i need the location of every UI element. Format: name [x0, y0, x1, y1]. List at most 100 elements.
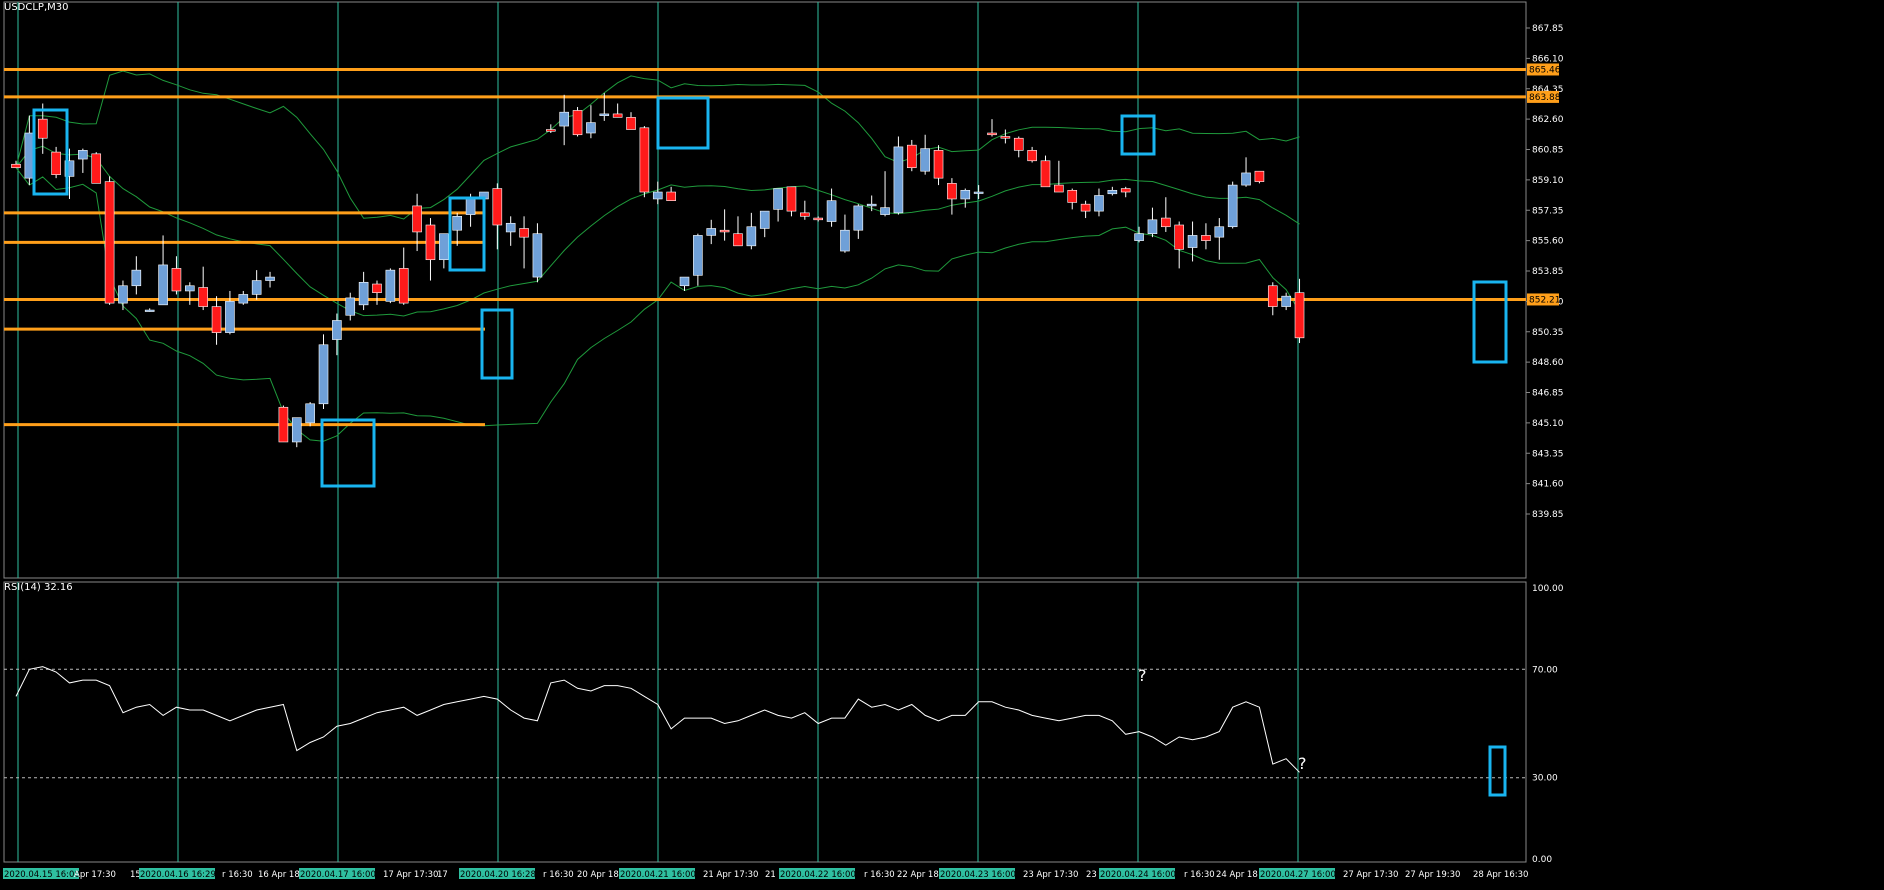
bear-candle — [1267, 285, 1278, 307]
bear-candle — [639, 127, 650, 193]
bull-candle — [1094, 195, 1104, 212]
time-axis-label: 27 Apr 19:30 — [1405, 870, 1460, 880]
rsi-line — [15, 666, 1300, 773]
price-axis-label: 846.85 — [1532, 389, 1564, 399]
rsi-marker-box[interactable] — [1488, 745, 1507, 797]
price-axis-label: 860.85 — [1532, 146, 1564, 156]
price-axis-label: 841.60 — [1532, 480, 1564, 490]
price-axis-label: 845.10 — [1532, 419, 1564, 429]
bear-candle — [278, 406, 289, 443]
bull-candle — [826, 200, 837, 222]
marker-box[interactable] — [1472, 280, 1508, 364]
time-axis-label: 2020.04.15 16:00 — [4, 870, 80, 880]
price-tag-label: 863.88 — [1529, 93, 1561, 103]
symbol-caption: USDCLP,M30 — [4, 2, 69, 13]
bear-candle — [786, 186, 797, 212]
bear-candle — [987, 132, 997, 136]
bull-candle — [853, 205, 864, 231]
bear-candle — [1000, 136, 1011, 139]
bull-candle — [465, 198, 476, 215]
bear-candle — [1294, 292, 1305, 339]
bear-candle — [572, 110, 583, 136]
bear-candle — [91, 153, 102, 184]
marker-box[interactable] — [448, 196, 486, 272]
bear-candle — [37, 118, 48, 139]
marker-box[interactable] — [480, 308, 514, 380]
bull-candle — [1214, 226, 1225, 238]
bear-candle — [398, 268, 409, 304]
bear-candle — [372, 283, 382, 293]
time-axis-label: 17 Apr 17:30 — [383, 870, 438, 880]
price-axis-label: 862.60 — [1532, 115, 1564, 125]
marker-box[interactable] — [656, 96, 710, 150]
bull-candle — [599, 113, 610, 116]
bear-candle — [626, 117, 636, 130]
rsi-axis-label: 70.00 — [1532, 665, 1558, 675]
bull-candle — [960, 189, 971, 200]
bull-candle — [305, 403, 315, 424]
bear-candle — [171, 268, 182, 292]
time-axis-highlight — [1099, 868, 1175, 879]
price-tag — [1527, 293, 1559, 306]
price-axis-label: 850.35 — [1532, 328, 1564, 338]
time-axis-label: 21 — [765, 870, 776, 880]
time-axis-label: r 16:30 — [543, 870, 574, 880]
price-axis-label: 855.60 — [1532, 237, 1564, 247]
bull-candle — [505, 222, 516, 233]
bear-candle — [933, 150, 944, 179]
bear-candle — [612, 113, 623, 118]
time-axis-label: 21 Apr 17:30 — [703, 870, 758, 880]
bear-candle — [1040, 160, 1051, 188]
time-axis-label: 2020.04.21 16:00 — [620, 870, 696, 880]
bull-candle — [706, 228, 717, 236]
rsi-axis-label: 100.00 — [1532, 584, 1564, 594]
bear-candle — [545, 129, 556, 132]
price-axis-label: 859.10 — [1532, 176, 1564, 186]
price-tag — [1527, 63, 1559, 76]
time-axis-label: 24 Apr 18 — [1216, 870, 1258, 880]
bull-candle — [345, 297, 356, 316]
rsi-axis-label: 30.00 — [1532, 774, 1558, 784]
bull-candle — [332, 320, 342, 340]
price-axis-label: 866.10 — [1532, 54, 1564, 64]
price-tag-label: 852.21 — [1529, 295, 1561, 305]
bear-candle — [906, 144, 917, 169]
bear-candle — [104, 181, 115, 304]
bear-candle — [1027, 150, 1037, 162]
price-axis-label: 867.85 — [1532, 24, 1564, 34]
bear-candle — [11, 163, 21, 169]
bull-candle — [1134, 233, 1144, 241]
time-axis-label: 22 Apr 18 — [897, 870, 939, 880]
time-axis-label: 2020.04.16 16:29 — [140, 870, 216, 880]
price-axis-label: 839.85 — [1532, 510, 1564, 520]
bull-candle — [131, 269, 142, 287]
bear-candle — [666, 191, 676, 202]
time-axis-label: 20 Apr 18 — [577, 870, 619, 880]
marker-box[interactable] — [1120, 114, 1156, 156]
bear-candle — [1080, 203, 1091, 212]
bull-candle — [652, 191, 663, 200]
bull-candle — [78, 150, 88, 160]
bear-candle — [1161, 217, 1171, 228]
bear-candle — [211, 306, 222, 333]
bull-candle — [532, 233, 543, 278]
bollinger-upper-band — [15, 70, 1300, 220]
bull-candle — [1241, 172, 1251, 186]
bull-candle — [1227, 184, 1238, 228]
marker-box[interactable] — [320, 418, 376, 488]
price-axis-label: 864.35 — [1532, 85, 1564, 95]
marker-box[interactable] — [32, 108, 69, 196]
bear-candle — [425, 224, 436, 261]
bull-candle — [586, 122, 596, 134]
price-axis-label: 848.60 — [1532, 358, 1564, 368]
bull-candle — [118, 285, 128, 304]
bull-candle — [452, 216, 463, 231]
bear-candle — [1254, 170, 1265, 182]
bull-candle — [439, 233, 449, 261]
price-tag-label: 865.46 — [1529, 65, 1561, 75]
time-axis-label: 28 Apr 16:30 — [1473, 870, 1528, 880]
bear-candle — [1013, 137, 1024, 151]
price-axis-label: 853.85 — [1532, 267, 1564, 277]
